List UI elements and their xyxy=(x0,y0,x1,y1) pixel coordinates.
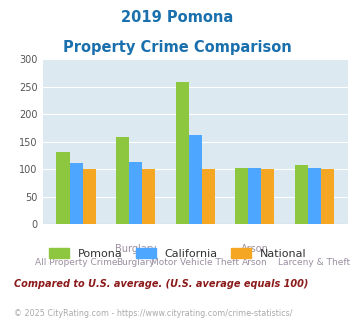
Text: Motor Vehicle Theft: Motor Vehicle Theft xyxy=(151,258,239,267)
Text: Burglary: Burglary xyxy=(115,244,157,254)
Text: Compared to U.S. average. (U.S. average equals 100): Compared to U.S. average. (U.S. average … xyxy=(14,279,308,289)
Text: Larceny & Theft: Larceny & Theft xyxy=(278,258,350,267)
Bar xyxy=(261,169,274,224)
Bar xyxy=(321,169,334,224)
Bar xyxy=(189,135,202,224)
Bar xyxy=(295,165,308,224)
Text: Property Crime Comparison: Property Crime Comparison xyxy=(63,40,292,54)
Legend: Pomona, California, National: Pomona, California, National xyxy=(44,243,311,263)
Text: All Property Crime: All Property Crime xyxy=(35,258,118,267)
Bar xyxy=(176,82,189,224)
Bar xyxy=(70,163,83,224)
Text: Arson: Arson xyxy=(241,244,269,254)
Text: Burglary: Burglary xyxy=(116,258,155,267)
Text: Arson: Arson xyxy=(242,258,268,267)
Bar xyxy=(116,138,129,224)
Bar xyxy=(235,168,248,224)
Bar xyxy=(142,169,155,224)
Bar xyxy=(248,168,261,224)
Bar xyxy=(308,168,321,224)
Bar xyxy=(202,169,215,224)
Bar xyxy=(83,169,96,224)
Bar xyxy=(56,152,70,224)
Bar xyxy=(129,162,142,224)
Text: 2019 Pomona: 2019 Pomona xyxy=(121,10,234,25)
Text: © 2025 CityRating.com - https://www.cityrating.com/crime-statistics/: © 2025 CityRating.com - https://www.city… xyxy=(14,309,293,317)
